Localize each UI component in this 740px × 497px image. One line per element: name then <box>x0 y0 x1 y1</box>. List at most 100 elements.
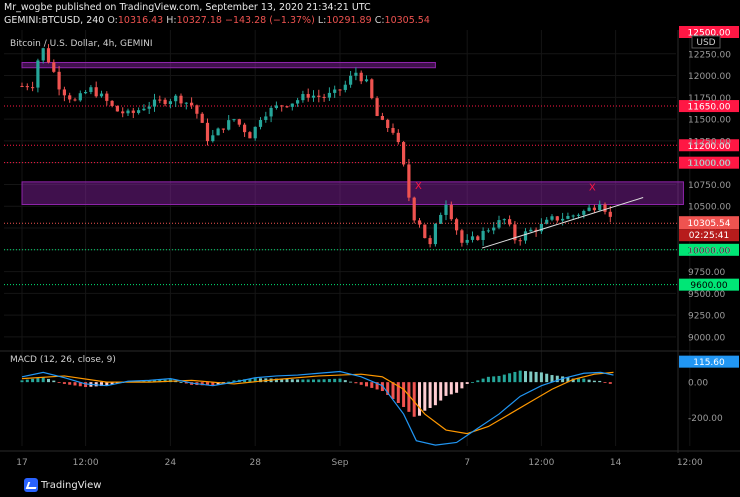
candle-body <box>354 72 358 76</box>
macd-histogram-bar <box>36 378 40 383</box>
close-value: 10305.54 <box>384 15 430 26</box>
macd-value-tag <box>679 355 739 368</box>
candle-body <box>131 110 135 113</box>
candle-body <box>396 132 400 143</box>
candle-body <box>364 79 369 82</box>
macd-histogram-bar <box>78 382 82 387</box>
candle-body <box>290 103 294 107</box>
candle-body <box>200 113 204 123</box>
candle-body <box>523 231 528 241</box>
macd-histogram-bar <box>31 378 35 383</box>
macd-histogram-bar <box>137 380 141 383</box>
level-tag <box>679 156 739 169</box>
time-tick-label: 12:00 <box>73 458 99 468</box>
macd-histogram-bar <box>105 382 109 386</box>
low-value: 10291.89 <box>326 15 372 26</box>
candle-body <box>439 214 443 224</box>
candle-body <box>349 75 353 85</box>
macd-histogram-bar <box>396 382 400 403</box>
tradingview-watermark[interactable]: TradingView <box>24 478 101 492</box>
candle-body <box>311 95 316 98</box>
candle-body <box>105 93 109 101</box>
candle-body <box>317 95 321 97</box>
candle-body <box>137 110 141 113</box>
macd-histogram-bar <box>73 382 77 386</box>
macd-histogram-bar <box>110 382 114 385</box>
candle-body <box>184 102 188 104</box>
macd-histogram-bar <box>274 378 278 383</box>
macd-histogram-bar <box>243 379 247 383</box>
macd-histogram-bar <box>518 370 522 383</box>
open-value: 10316.43 <box>117 15 164 26</box>
macd-histogram-bar <box>317 379 321 383</box>
symbol-label: GEMINI:BTCUSD, 240 <box>4 15 105 26</box>
macd-histogram-bar <box>545 373 549 383</box>
macd-histogram-bar <box>587 379 591 383</box>
high-label: H: <box>166 15 177 26</box>
candle-body <box>274 105 278 108</box>
candle-body <box>380 116 384 120</box>
macd-value-tag-label: 115.60 <box>693 358 725 368</box>
candle-body <box>571 215 575 217</box>
price-tick-label: 12000.00 <box>688 72 731 82</box>
macd-histogram-bar <box>375 382 379 390</box>
candle-body <box>370 79 374 99</box>
candle-body <box>227 120 231 130</box>
candle-body <box>327 92 331 98</box>
macd-histogram-bar <box>333 378 337 383</box>
candle-body <box>205 122 210 142</box>
x-annotation: X <box>589 183 596 194</box>
macd-histogram-bar <box>598 380 602 383</box>
candle-body <box>168 101 172 105</box>
candle-body <box>99 93 104 97</box>
candle-body <box>163 99 167 105</box>
macd-pane-title: MACD (12, 26, close, 9) <box>10 355 116 365</box>
macd-histogram-bar <box>248 378 252 383</box>
candle-body <box>110 100 114 106</box>
macd-histogram-bar <box>100 382 103 387</box>
candle-body <box>89 87 93 92</box>
price-tick-label: 9250.00 <box>688 312 725 322</box>
open-label: O: <box>107 15 118 26</box>
supply-zone <box>21 181 684 206</box>
macd-histogram-bar <box>206 382 209 386</box>
candle-body <box>492 227 496 231</box>
candle-body <box>243 124 247 133</box>
supply-zone <box>21 61 436 69</box>
macd-histogram-bar <box>407 382 411 412</box>
macd-histogram-bar <box>561 376 565 383</box>
macd-histogram-bar <box>481 378 485 383</box>
candle-body <box>449 204 453 220</box>
macd-histogram-bar <box>84 382 88 388</box>
macd-line <box>21 370 614 446</box>
price-tick-label: 9500.00 <box>688 290 725 300</box>
candle-body <box>68 95 72 100</box>
currency-badge-label: USD <box>696 38 715 48</box>
time-tick-label: 12:00 <box>677 458 703 468</box>
macd-histogram-bar <box>486 376 490 383</box>
high-value: 10327.18 <box>176 15 222 26</box>
candle-body <box>269 107 273 117</box>
macd-histogram-bar <box>444 382 448 396</box>
macd-signal-line <box>21 371 614 435</box>
price-tick-label: 9000.00 <box>688 333 725 343</box>
macd-histogram-bar <box>200 382 204 386</box>
tradingview-watermark-label: TradingView <box>41 479 102 491</box>
candle-body <box>608 211 612 217</box>
candle-body <box>428 238 432 245</box>
candle-body <box>338 89 342 91</box>
candle-body <box>84 91 88 94</box>
macd-histogram-bar <box>68 382 72 385</box>
candle-body <box>152 99 157 107</box>
macd-histogram-bar <box>471 382 474 383</box>
macd-histogram-bar <box>370 382 374 388</box>
last-price-tag-label: 10305.54 <box>688 219 731 229</box>
candle-body <box>147 106 151 109</box>
candle-body <box>529 229 533 232</box>
candle-body <box>391 127 395 133</box>
price-tick-label: 10000.00 <box>688 246 731 256</box>
macd-histogram-bar <box>158 379 162 383</box>
candle-body <box>566 215 570 219</box>
time-tick-label: 7 <box>464 458 470 468</box>
